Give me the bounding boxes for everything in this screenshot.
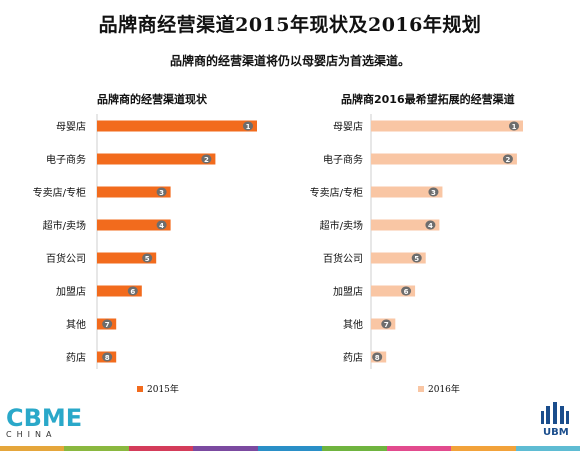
left-rank-label: 4 xyxy=(159,222,164,230)
left-bar xyxy=(97,186,171,198)
right-category-label: 母婴店 xyxy=(333,120,363,133)
left-legend: 2015年 xyxy=(137,382,179,395)
right-bar xyxy=(371,252,426,264)
left-rank-badge xyxy=(102,319,113,329)
cbme-china-text: CHINA xyxy=(6,430,57,439)
footer-segment xyxy=(451,446,516,451)
right-chart-title: 品牌商2016最希望拓展的经营渠道 xyxy=(341,93,515,106)
right-category-label: 药店 xyxy=(343,351,363,364)
left-category-label: 母婴店 xyxy=(56,120,86,133)
left-rank-label: 3 xyxy=(159,189,164,197)
right-category-label: 专卖店/专柜 xyxy=(310,186,363,199)
right-category-label: 加盟店 xyxy=(333,285,363,298)
cbme-logo: CBME xyxy=(6,404,82,432)
left-category-label: 百货公司 xyxy=(46,252,86,265)
ubm-logo-icon xyxy=(541,402,569,424)
left-category-label: 其他 xyxy=(66,318,86,331)
right-rank-label: 5 xyxy=(414,255,419,263)
left-category-label: 药店 xyxy=(66,351,86,364)
left-rank-badge xyxy=(142,253,153,263)
right-rank-label: 6 xyxy=(404,288,409,296)
legend-label-2016: 2016年 xyxy=(428,385,460,395)
left-rank-label: 1 xyxy=(246,123,251,131)
page-title: 品牌商经营渠道2015年现状及2016年规划 xyxy=(98,14,482,36)
right-bar xyxy=(371,285,416,297)
right-rank-badge xyxy=(509,121,519,131)
right-category-label: 超市/卖场 xyxy=(320,219,363,232)
left-bar xyxy=(97,252,157,264)
footer-segment xyxy=(515,446,580,451)
right-rank-badge xyxy=(372,352,383,362)
right-rank-badge xyxy=(381,319,392,329)
left-rank-label: 8 xyxy=(105,354,110,362)
footer-segment xyxy=(386,446,452,451)
cbme-logo-text: CBME xyxy=(6,404,82,432)
right-category-label: 电子商务 xyxy=(323,153,363,166)
right-rank-label: 7 xyxy=(384,321,389,329)
right-rank-label: 2 xyxy=(505,156,510,164)
footer-color-bar xyxy=(0,446,580,451)
page-subtitle: 品牌商的经营渠道将仍以母婴店为首选渠道。 xyxy=(169,54,410,68)
left-rank-badge xyxy=(243,121,253,131)
right-bar xyxy=(371,120,523,132)
right-bar xyxy=(371,186,443,198)
left-rank-label: 7 xyxy=(105,321,110,329)
right-rank-label: 8 xyxy=(375,354,380,362)
footer-segment xyxy=(322,446,387,451)
right-category-label: 百货公司 xyxy=(323,252,363,265)
left-rank-badge xyxy=(127,286,138,296)
right-rank-badge xyxy=(425,220,436,230)
footer-segment xyxy=(257,446,323,451)
right-category-label: 其他 xyxy=(343,318,363,331)
left-bar xyxy=(97,219,171,231)
ubm-logo-text: UBM xyxy=(543,427,569,438)
left-category-label: 专卖店/专柜 xyxy=(33,186,86,199)
legend-swatch-2016 xyxy=(418,385,424,392)
left-bar xyxy=(97,153,216,165)
left-bar xyxy=(97,120,257,132)
right-rank-label: 1 xyxy=(512,123,517,131)
footer-segment xyxy=(128,446,194,451)
legend-swatch-2015 xyxy=(137,385,143,392)
left-category-label: 超市/卖场 xyxy=(43,219,86,232)
left-chart-title: 品牌商的经营渠道现状 xyxy=(97,93,207,106)
right-legend: 2016年 xyxy=(418,382,460,395)
right-rank-label: 3 xyxy=(431,189,436,197)
left-rank-label: 5 xyxy=(145,255,150,263)
right-bar xyxy=(371,219,440,231)
footer-segment xyxy=(0,446,65,451)
left-category-label: 电子商务 xyxy=(46,153,86,166)
left-category-label: 加盟店 xyxy=(56,285,86,298)
footer-segment xyxy=(193,446,258,451)
right-rank-badge xyxy=(401,286,412,296)
right-rank-label: 4 xyxy=(428,222,433,230)
left-rank-badge xyxy=(102,352,113,362)
left-rank-badge xyxy=(201,154,212,164)
left-rank-badge xyxy=(156,187,167,197)
left-rank-badge xyxy=(156,220,167,230)
right-rank-badge xyxy=(428,187,439,197)
footer-segment xyxy=(64,446,129,451)
left-rank-label: 2 xyxy=(204,156,209,164)
right-bar xyxy=(371,153,517,165)
left-bar xyxy=(97,285,142,297)
right-rank-badge xyxy=(502,154,513,164)
left-rank-label: 6 xyxy=(130,288,135,296)
right-rank-badge xyxy=(411,253,422,263)
legend-label-2015: 2015年 xyxy=(147,385,179,395)
